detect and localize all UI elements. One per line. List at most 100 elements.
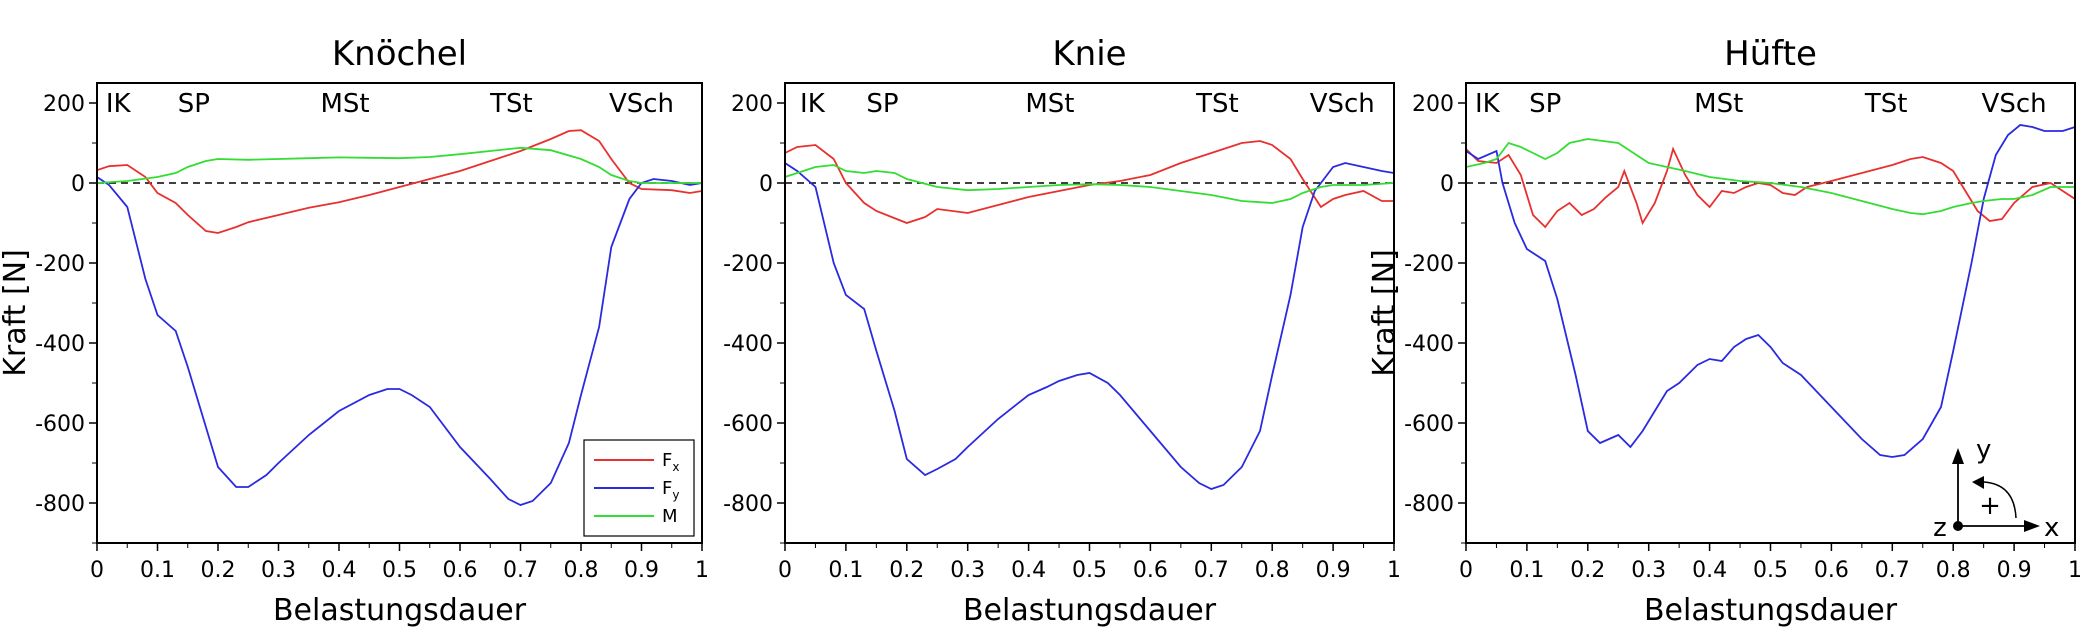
x-tick-label: 0 bbox=[778, 558, 792, 583]
phase-label: IK bbox=[800, 89, 826, 119]
legend-label-main: F bbox=[662, 478, 672, 499]
x-tick-label: 0.2 bbox=[889, 558, 924, 583]
coord-x-arrowhead bbox=[2024, 520, 2040, 532]
x-tick-label: 0.3 bbox=[1631, 558, 1666, 583]
y-tick-label: -400 bbox=[1404, 332, 1454, 357]
series-line-2 bbox=[785, 164, 1394, 204]
coord-rotation-arrowhead bbox=[1972, 476, 1984, 489]
x-tick-label: 0.7 bbox=[1194, 558, 1229, 583]
x-tick-label: 1 bbox=[695, 558, 709, 583]
phase-label: SP bbox=[866, 89, 898, 119]
coord-label: + bbox=[1979, 491, 2001, 521]
series-line-2 bbox=[1466, 138, 2075, 216]
y-tick-label: -800 bbox=[35, 492, 85, 517]
chart-title: Knöchel bbox=[332, 34, 467, 74]
legend-label-sub: x bbox=[672, 460, 679, 474]
x-tick-label: 1 bbox=[1387, 558, 1401, 583]
x-tick-label: 0.8 bbox=[1255, 558, 1290, 583]
panel-huefte: Hüfte 0 0.1 0.2 0.3 0.4 0.5 0.6 0.7 0.8 0.9 1 200 0 -2… bbox=[1367, 34, 2082, 628]
y-tick-label: 0 bbox=[759, 172, 773, 197]
series-line-1 bbox=[1466, 124, 2075, 458]
x-tick-label: 0.5 bbox=[1753, 558, 1788, 583]
x-axis-label: Belastungsdauer bbox=[963, 593, 1217, 628]
y-tick-label: 200 bbox=[43, 92, 85, 117]
x-tick-label: 0.9 bbox=[624, 558, 659, 583]
x-tick-label: 0.2 bbox=[201, 558, 236, 583]
x-axis-label: Belastungsdauer bbox=[1644, 593, 1898, 628]
y-tick-label: -600 bbox=[723, 412, 773, 437]
phase-label: TSt bbox=[489, 89, 533, 119]
y-tick-label: -400 bbox=[723, 332, 773, 357]
phase-label: TSt bbox=[1864, 89, 1908, 119]
panel-knoechel: Knöchel 0 0.1 0.2 0.3 0.4 0.5 0.6 0.7 0.8 0.9 1 200 0… bbox=[0, 34, 709, 628]
x-tick-label: 0.1 bbox=[828, 558, 863, 583]
phase-label: MSt bbox=[320, 89, 369, 119]
y-tick-label: 0 bbox=[1440, 172, 1454, 197]
y-tick-label: -200 bbox=[1404, 252, 1454, 277]
x-tick-label: 0.7 bbox=[503, 558, 538, 583]
phase-label: VSch bbox=[1982, 89, 2047, 119]
y-tick-label: 200 bbox=[731, 92, 773, 117]
x-tick-label: 0.1 bbox=[140, 558, 175, 583]
x-tick-label: 0.3 bbox=[950, 558, 985, 583]
series-line-0 bbox=[1466, 146, 2075, 229]
plot-frame bbox=[784, 82, 1395, 544]
x-tick-label: 0.7 bbox=[1875, 558, 1910, 583]
x-axis-label: Belastungsdauer bbox=[273, 593, 527, 628]
coord-y-arrowhead bbox=[1952, 448, 1964, 464]
x-tick-label: 0.6 bbox=[1133, 558, 1168, 583]
y-tick-label: -800 bbox=[723, 492, 773, 517]
coord-label: x bbox=[2044, 513, 2059, 543]
coord-label: z bbox=[1933, 513, 1947, 543]
y-tick-label: -800 bbox=[1404, 492, 1454, 517]
chart-title: Knie bbox=[1052, 34, 1126, 74]
x-tick-label: 0.4 bbox=[1692, 558, 1727, 583]
series-line-1 bbox=[97, 176, 702, 506]
legend-label: Fy bbox=[662, 478, 679, 502]
x-tick-label: 0.8 bbox=[1936, 558, 1971, 583]
chart-title: Hüfte bbox=[1724, 34, 1817, 74]
panel-knie: Knie 0 0.1 0.2 0.3 0.4 0.5 0.6 0.7 0.8 0.9 1 200 0 -20… bbox=[723, 34, 1401, 628]
x-tick-label: 0.1 bbox=[1509, 558, 1544, 583]
phase-label: MSt bbox=[1694, 89, 1743, 119]
x-tick-label: 0.8 bbox=[564, 558, 599, 583]
x-tick-label: 0.4 bbox=[1011, 558, 1046, 583]
x-tick-label: 1 bbox=[2068, 558, 2082, 583]
y-tick-label: -600 bbox=[1404, 412, 1454, 437]
y-axis-label: Kraft [N] bbox=[0, 249, 33, 377]
legend-label-main: M bbox=[662, 506, 678, 527]
x-tick-label: 0 bbox=[1459, 558, 1473, 583]
phase-label: IK bbox=[1475, 89, 1501, 119]
series-line-1 bbox=[785, 162, 1394, 490]
x-tick-label: 0.2 bbox=[1570, 558, 1605, 583]
y-tick-label: -600 bbox=[35, 412, 85, 437]
phase-label: IK bbox=[106, 89, 132, 119]
x-tick-label: 0.5 bbox=[382, 558, 417, 583]
coordinate-system: y x z + bbox=[1933, 435, 2059, 543]
x-tick-label: 0.9 bbox=[1316, 558, 1351, 583]
y-tick-label: -400 bbox=[35, 332, 85, 357]
phase-label: MSt bbox=[1025, 89, 1074, 119]
y-tick-label: -200 bbox=[35, 252, 85, 277]
phase-label: SP bbox=[1529, 89, 1561, 119]
y-tick-label: 200 bbox=[1412, 92, 1454, 117]
x-tick-label: 0.6 bbox=[1814, 558, 1849, 583]
series-line-0 bbox=[97, 129, 702, 234]
coord-label: y bbox=[1976, 435, 1991, 465]
legend-label: M bbox=[662, 506, 678, 527]
coord-origin-dot bbox=[1953, 521, 1963, 531]
phase-label: SP bbox=[178, 89, 210, 119]
x-tick-label: 0.5 bbox=[1072, 558, 1107, 583]
legend-label: Fx bbox=[662, 450, 679, 474]
x-tick-label: 0.6 bbox=[443, 558, 478, 583]
phase-label: VSch bbox=[1310, 89, 1375, 119]
y-tick-label: -200 bbox=[723, 252, 773, 277]
y-axis-label: Kraft [N] bbox=[1367, 249, 1402, 377]
x-tick-label: 0.4 bbox=[322, 558, 357, 583]
x-tick-label: 0.3 bbox=[261, 558, 296, 583]
phase-label: VSch bbox=[609, 89, 674, 119]
legend-label-main: F bbox=[662, 450, 672, 471]
x-tick-label: 0 bbox=[90, 558, 104, 583]
y-tick-label: 0 bbox=[71, 172, 85, 197]
